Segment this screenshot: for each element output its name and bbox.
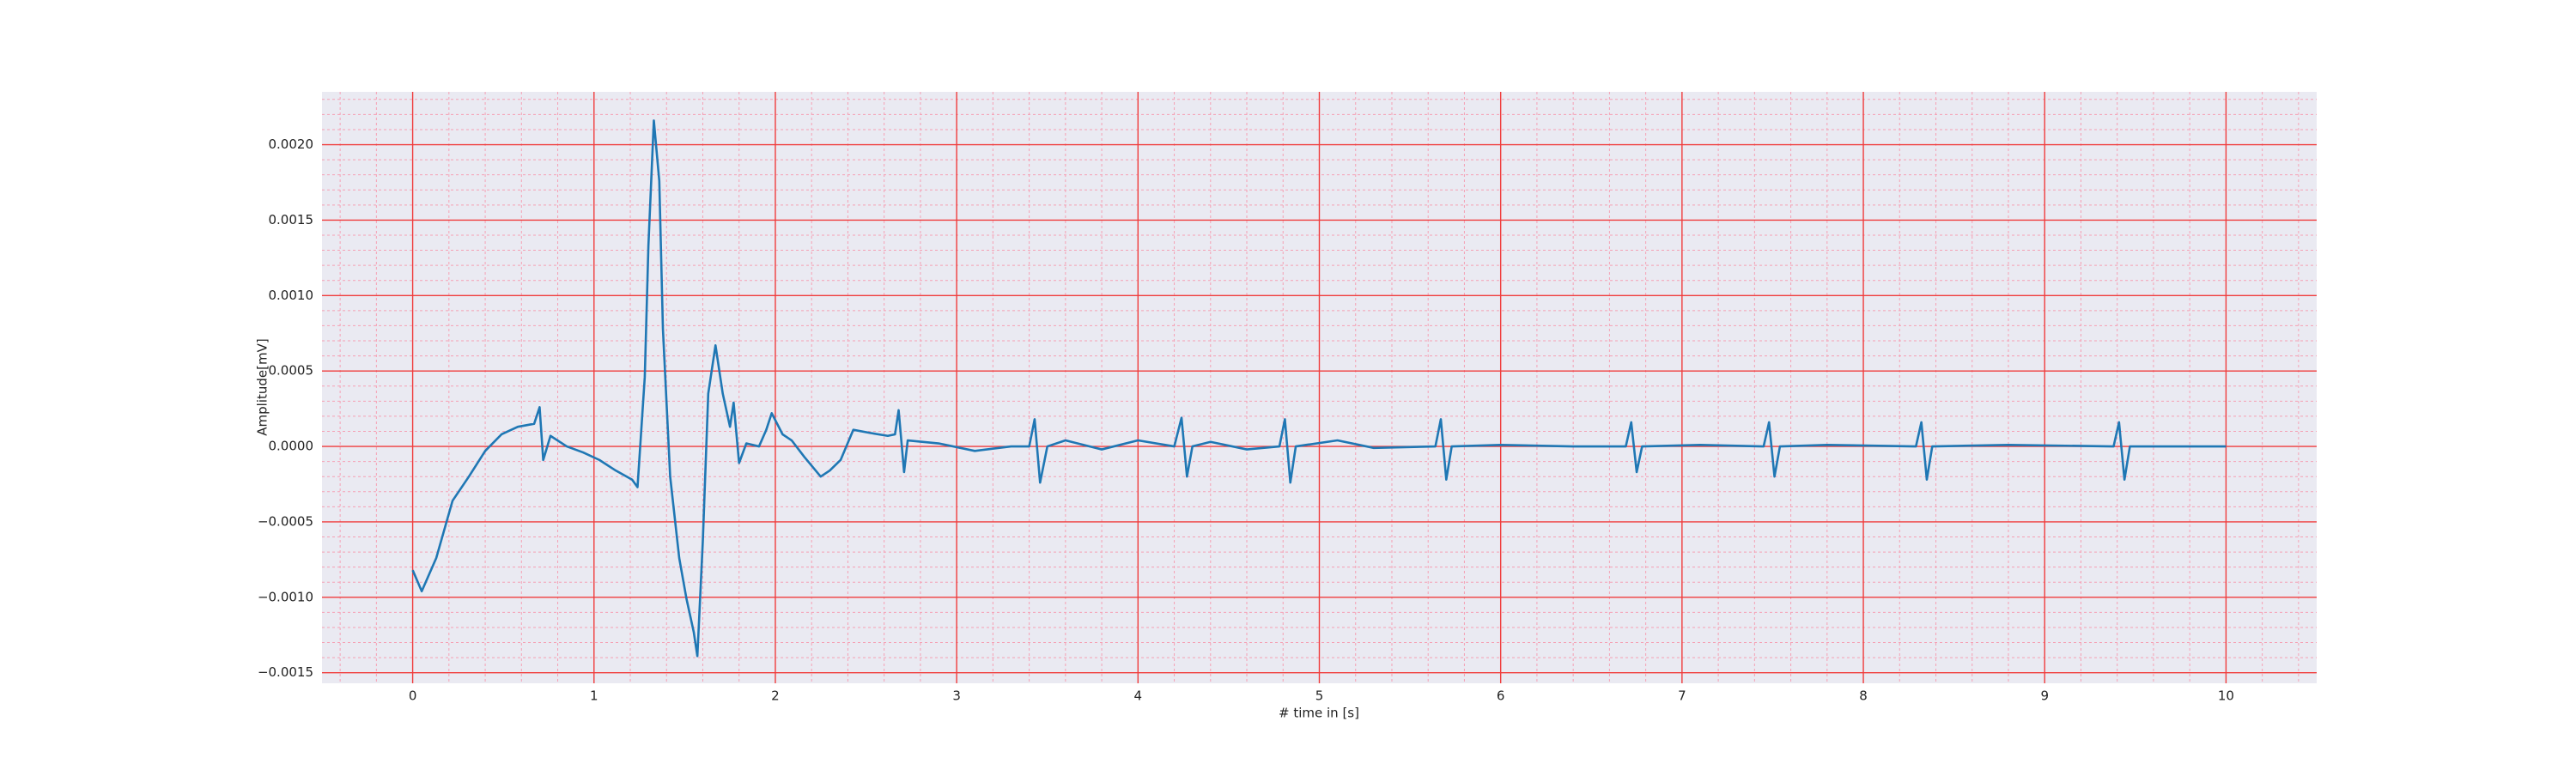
- x-tick-label: 8: [1859, 688, 1868, 704]
- y-tick-label: −0.0015: [258, 664, 313, 680]
- x-tick-label: 6: [1497, 688, 1505, 704]
- x-axis-label: # time in [s]: [1279, 706, 1359, 721]
- x-tick-label: 10: [2218, 688, 2234, 704]
- x-tick-label: 3: [952, 688, 961, 704]
- y-tick-label: −0.0005: [258, 513, 313, 529]
- x-tick-label: 5: [1315, 688, 1324, 704]
- y-tick-label: 0.0005: [269, 363, 314, 379]
- x-tick-label: 4: [1134, 688, 1143, 704]
- y-axis-label: Amplitude[mV]: [255, 338, 270, 435]
- x-tick-label: 2: [771, 688, 780, 704]
- x-tick-label: 7: [1678, 688, 1686, 704]
- y-tick-label: −0.0010: [258, 589, 313, 604]
- y-tick-label: 0.0020: [269, 136, 314, 152]
- y-tick-label: 0.0015: [269, 212, 314, 227]
- marks: [411, 119, 2227, 658]
- grid: [322, 92, 2317, 683]
- signal-line: [411, 119, 2227, 658]
- y-tick-label: 0.0010: [269, 288, 314, 303]
- x-tick-label: 1: [590, 688, 598, 704]
- y-tick-label: 0.0000: [269, 439, 314, 454]
- x-tick-label: 9: [2040, 688, 2049, 704]
- x-tick-label: 0: [409, 688, 417, 704]
